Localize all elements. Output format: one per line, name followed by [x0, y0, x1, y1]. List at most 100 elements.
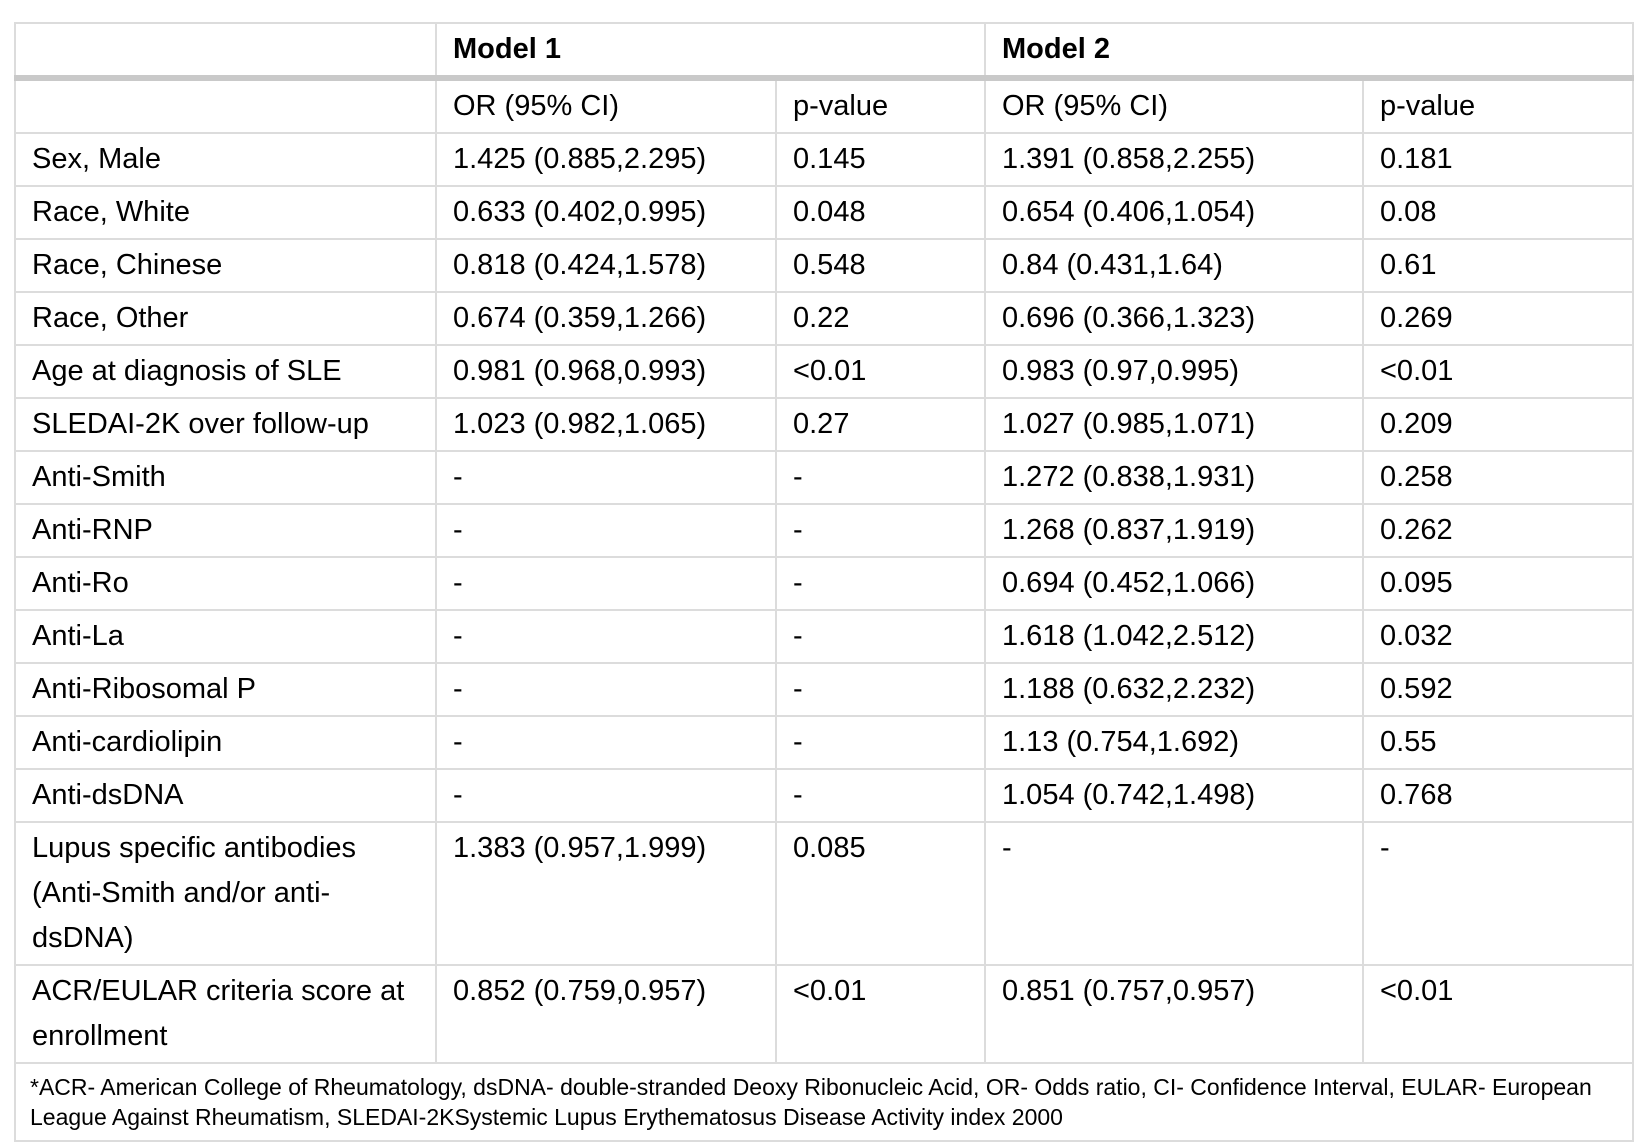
table-body: Sex, Male 1.425 (0.885,2.295) 0.145 1.391 (… — [14, 132, 1634, 1064]
table-row: SLEDAI-2K over follow-up 1.023 (0.982,1.0… — [14, 397, 1634, 452]
table-row: Anti-Smith - -1.272 (0.838,1.931) 0.258 — [14, 450, 1634, 505]
table-row: ACR/EULAR criteria score at enrollment 0.… — [14, 964, 1634, 1064]
model2-or-value: 0.983 (0.97,0.995) — [984, 344, 1364, 399]
model2-or-value: 1.13 (0.754,1.692) — [984, 715, 1364, 770]
model2-p-value: 0.095 — [1362, 556, 1634, 611]
row-label: Anti-RNP — [14, 503, 437, 558]
model2-pvalue-header: p-value — [1362, 77, 1634, 134]
table-row: Age at diagnosis of SLE 0.981 (0.968,0.99… — [14, 344, 1634, 399]
model2-p-value: 0.592 — [1362, 662, 1634, 717]
row-label: Sex, Male — [14, 132, 437, 187]
model1-p-value: 0.22 — [775, 291, 986, 346]
table-row: Lupus specific antibodies (Anti-Smith an… — [14, 821, 1634, 966]
table-row: Race, Other 0.674 (0.359,1.266) 0.22 0.696 … — [14, 291, 1634, 346]
row-label: Race, White — [14, 185, 437, 240]
row-label: Anti-La — [14, 609, 437, 664]
model1-p-value: 0.085 — [775, 821, 986, 966]
table-row: Race, Chinese 0.818 (0.424,1.578) 0.548 0.8… — [14, 238, 1634, 293]
model2-or-value: 0.696 (0.366,1.323) — [984, 291, 1364, 346]
model1-p-value: - — [775, 715, 986, 770]
row-label: Anti-Ribosomal P — [14, 662, 437, 717]
model1-or-value: - — [435, 768, 777, 823]
table-row: Anti-cardiolipin - -1.13 (0.754,1.692) 0.55 — [14, 715, 1634, 770]
model-header-row: Model 1 Model 2 — [14, 22, 1634, 81]
model1-header: Model 1 — [435, 22, 986, 81]
table-row: Sex, Male 1.425 (0.885,2.295) 0.145 1.391 (… — [14, 132, 1634, 187]
model1-p-value: 0.145 — [775, 132, 986, 187]
model2-p-value: 0.181 — [1362, 132, 1634, 187]
model1-or-value: 1.383 (0.957,1.999) — [435, 821, 777, 966]
model1-p-value: 0.27 — [775, 397, 986, 452]
model1-p-value: - — [775, 768, 986, 823]
model2-or-value: 1.268 (0.837,1.919) — [984, 503, 1364, 558]
model2-or-header: OR (95% CI) — [984, 77, 1364, 134]
subheader-blank-cell — [14, 77, 437, 134]
model1-or-value: - — [435, 715, 777, 770]
footnote-text: *ACR- American College of Rheumatology, … — [14, 1062, 1634, 1142]
model2-p-value: 0.258 — [1362, 450, 1634, 505]
model2-or-value: 0.84 (0.431,1.64) — [984, 238, 1364, 293]
model1-or-value: - — [435, 609, 777, 664]
table-row: Anti-dsDNA - -1.054 (0.742,1.498) 0.768 — [14, 768, 1634, 823]
model2-p-value: 0.08 — [1362, 185, 1634, 240]
table-row: Race, White 0.633 (0.402,0.995) 0.048 0.654… — [14, 185, 1634, 240]
row-label: Anti-cardiolipin — [14, 715, 437, 770]
table-row: Anti-La - -1.618 (1.042,2.512) 0.032 — [14, 609, 1634, 664]
corner-blank-cell — [14, 22, 437, 81]
model1-p-value: - — [775, 503, 986, 558]
row-label: Anti-dsDNA — [14, 768, 437, 823]
model1-p-value: <0.01 — [775, 344, 986, 399]
row-label: SLEDAI-2K over follow-up — [14, 397, 437, 452]
model2-p-value: - — [1362, 821, 1634, 966]
row-label: Lupus specific antibodies (Anti-Smith an… — [14, 821, 437, 966]
row-label: Anti-Smith — [14, 450, 437, 505]
model2-p-value: <0.01 — [1362, 344, 1634, 399]
model1-or-value: 1.425 (0.885,2.295) — [435, 132, 777, 187]
table-row: Anti-Ro - -0.694 (0.452,1.066) 0.095 — [14, 556, 1634, 611]
model2-p-value: 0.55 — [1362, 715, 1634, 770]
model1-or-value: - — [435, 662, 777, 717]
model2-header: Model 2 — [984, 22, 1634, 81]
results-table: Model 1 Model 2 OR (95% CI) p-value OR (… — [14, 22, 1634, 1142]
model2-or-value: 1.618 (1.042,2.512) — [984, 609, 1364, 664]
model1-or-value: 0.633 (0.402,0.995) — [435, 185, 777, 240]
model1-p-value: <0.01 — [775, 964, 986, 1064]
model1-pvalue-header: p-value — [775, 77, 986, 134]
model1-or-value: - — [435, 503, 777, 558]
model1-p-value: - — [775, 450, 986, 505]
subheader-row: OR (95% CI) p-value OR (95% CI) p-value — [14, 77, 1634, 134]
model1-or-value: 0.818 (0.424,1.578) — [435, 238, 777, 293]
model1-or-value: 1.023 (0.982,1.065) — [435, 397, 777, 452]
table-row: Anti-Ribosomal P - -1.188 (0.632,2.232) 0.5… — [14, 662, 1634, 717]
model1-or-value: 0.674 (0.359,1.266) — [435, 291, 777, 346]
model2-p-value: 0.61 — [1362, 238, 1634, 293]
model1-or-value: 0.981 (0.968,0.993) — [435, 344, 777, 399]
row-label: Race, Other — [14, 291, 437, 346]
model2-or-value: 1.027 (0.985,1.071) — [984, 397, 1364, 452]
model2-or-value: 0.694 (0.452,1.066) — [984, 556, 1364, 611]
table-row: Anti-RNP - -1.268 (0.837,1.919) 0.262 — [14, 503, 1634, 558]
model1-p-value: - — [775, 556, 986, 611]
row-label: Race, Chinese — [14, 238, 437, 293]
model2-or-value: - — [984, 821, 1364, 966]
model1-or-header: OR (95% CI) — [435, 77, 777, 134]
model2-or-value: 1.054 (0.742,1.498) — [984, 768, 1364, 823]
model1-p-value: - — [775, 609, 986, 664]
model1-p-value: 0.048 — [775, 185, 986, 240]
model2-p-value: <0.01 — [1362, 964, 1634, 1064]
model1-or-value: 0.852 (0.759,0.957) — [435, 964, 777, 1064]
model2-or-value: 1.272 (0.838,1.931) — [984, 450, 1364, 505]
model2-or-value: 1.391 (0.858,2.255) — [984, 132, 1364, 187]
model2-or-value: 0.654 (0.406,1.054) — [984, 185, 1364, 240]
model2-or-value: 0.851 (0.757,0.957) — [984, 964, 1364, 1064]
footnote-row: *ACR- American College of Rheumatology, … — [14, 1062, 1634, 1142]
model2-p-value: 0.032 — [1362, 609, 1634, 664]
row-label: Age at diagnosis of SLE — [14, 344, 437, 399]
model2-p-value: 0.262 — [1362, 503, 1634, 558]
model1-p-value: 0.548 — [775, 238, 986, 293]
model1-p-value: - — [775, 662, 986, 717]
model2-p-value: 0.209 — [1362, 397, 1634, 452]
row-label: ACR/EULAR criteria score at enrollment — [14, 964, 437, 1064]
model2-p-value: 0.269 — [1362, 291, 1634, 346]
